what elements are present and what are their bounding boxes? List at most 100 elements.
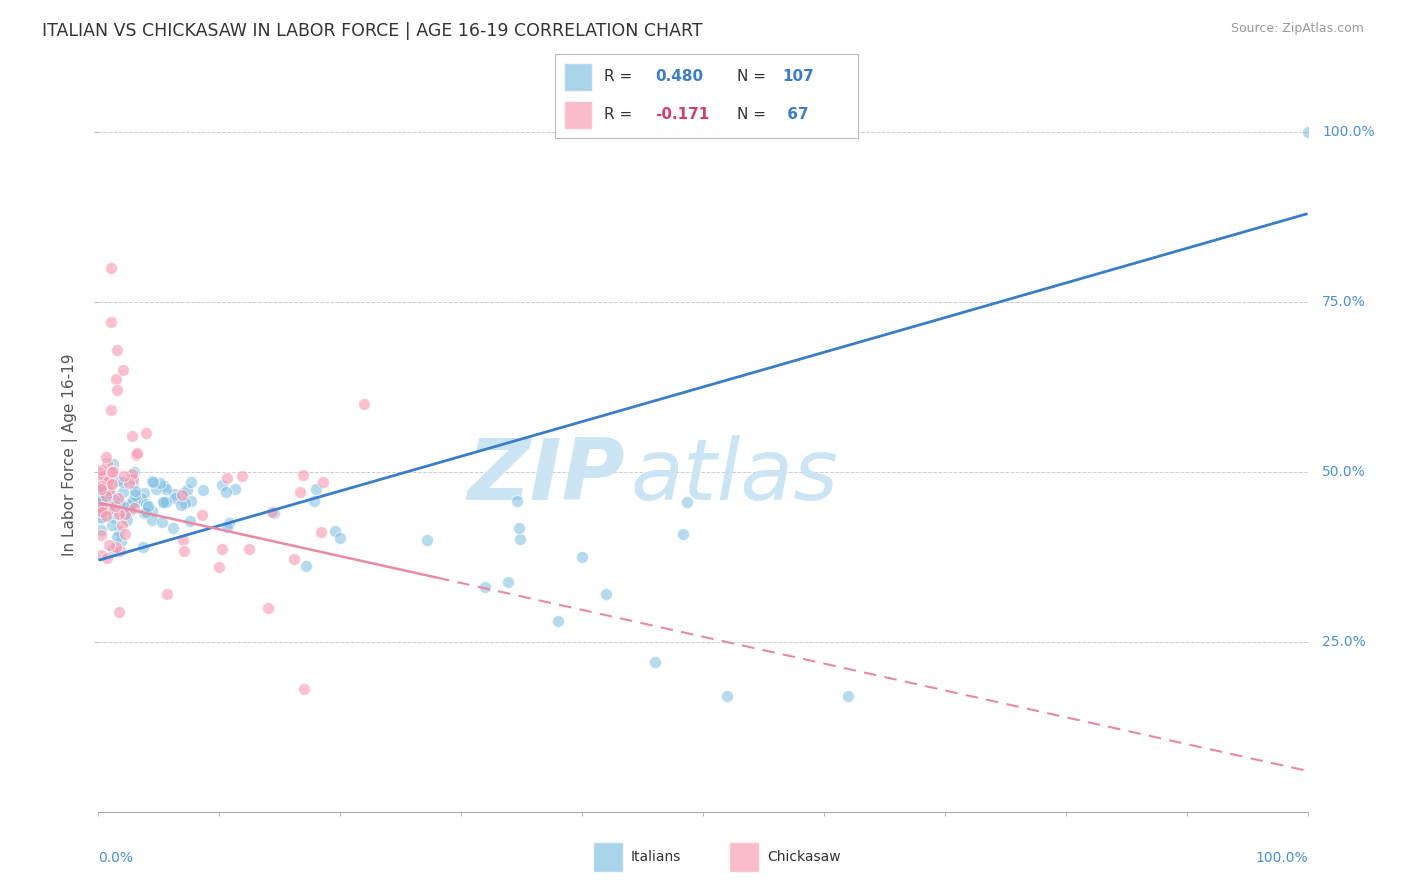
Point xyxy=(329,532,352,546)
Point xyxy=(90,482,112,496)
Point xyxy=(122,465,145,479)
Text: N =: N = xyxy=(737,107,770,121)
Point xyxy=(131,491,153,506)
Point xyxy=(115,513,138,527)
Point xyxy=(90,495,112,509)
Point xyxy=(132,506,155,520)
Point xyxy=(312,475,335,489)
Point xyxy=(94,489,117,503)
Point xyxy=(97,498,120,512)
Text: 50.0%: 50.0% xyxy=(1322,465,1365,479)
Point xyxy=(153,479,176,493)
Point xyxy=(135,505,157,519)
Point xyxy=(91,490,114,504)
Point xyxy=(120,499,142,513)
Point xyxy=(100,260,122,275)
Point xyxy=(96,475,118,490)
Point xyxy=(121,496,143,510)
Point xyxy=(103,542,125,557)
Point xyxy=(104,372,127,386)
Point xyxy=(121,494,143,508)
Point xyxy=(173,544,195,558)
Point xyxy=(132,540,155,554)
Bar xyxy=(564,62,592,91)
Point xyxy=(94,450,117,464)
Point xyxy=(97,501,120,516)
Point xyxy=(118,476,141,491)
Point xyxy=(179,514,201,528)
Point xyxy=(98,488,121,502)
Point xyxy=(172,488,194,502)
Point xyxy=(107,491,129,505)
Text: 100.0%: 100.0% xyxy=(1256,851,1308,865)
Point xyxy=(283,551,305,566)
Point xyxy=(508,521,530,535)
Point xyxy=(124,488,146,502)
Point xyxy=(108,524,131,538)
Point xyxy=(90,468,112,483)
Point xyxy=(176,483,198,497)
Point xyxy=(97,538,120,552)
Point xyxy=(141,513,163,527)
Point xyxy=(193,483,215,497)
Point xyxy=(101,464,124,478)
Point xyxy=(309,525,332,540)
Point xyxy=(288,485,311,500)
Bar xyxy=(564,101,592,129)
Text: R =: R = xyxy=(603,70,637,85)
Point xyxy=(571,549,593,564)
Point xyxy=(91,500,114,514)
Point xyxy=(105,343,128,357)
Point xyxy=(218,516,240,531)
Point xyxy=(263,506,285,520)
Point xyxy=(217,520,239,534)
Point xyxy=(115,508,138,522)
Point xyxy=(105,474,128,488)
Point xyxy=(90,500,112,515)
Text: Source: ZipAtlas.com: Source: ZipAtlas.com xyxy=(1230,22,1364,36)
Point xyxy=(93,486,115,500)
Point xyxy=(103,458,125,472)
Point xyxy=(145,483,167,497)
Point xyxy=(644,655,666,669)
Text: 75.0%: 75.0% xyxy=(1322,295,1365,309)
Point xyxy=(305,482,328,496)
Text: 107: 107 xyxy=(782,70,814,85)
Point xyxy=(124,448,146,462)
Point xyxy=(90,488,112,502)
Point xyxy=(111,518,134,533)
Point xyxy=(595,587,617,601)
Point xyxy=(156,587,179,601)
Point xyxy=(93,493,115,508)
Point xyxy=(122,501,145,516)
Point xyxy=(91,468,114,483)
Point xyxy=(118,503,141,517)
Point xyxy=(153,495,176,509)
Point xyxy=(149,475,172,490)
Point xyxy=(90,502,112,516)
Point xyxy=(101,465,124,479)
Point xyxy=(101,517,124,532)
Point xyxy=(105,530,128,544)
Text: 0.0%: 0.0% xyxy=(98,851,134,865)
Point xyxy=(90,523,112,537)
Point xyxy=(180,475,202,489)
Point xyxy=(180,493,202,508)
Point xyxy=(135,497,157,511)
Point xyxy=(302,494,325,508)
Point xyxy=(124,483,146,498)
Point xyxy=(90,493,112,508)
Point xyxy=(90,504,112,518)
Point xyxy=(90,527,112,541)
Point xyxy=(101,501,124,516)
Point xyxy=(292,682,315,697)
Point xyxy=(108,544,131,558)
Point xyxy=(112,485,135,500)
Point xyxy=(152,495,174,509)
Point xyxy=(91,501,114,516)
Point xyxy=(135,426,157,441)
Point xyxy=(162,521,184,535)
Point xyxy=(97,501,120,516)
Text: atlas: atlas xyxy=(630,434,838,518)
Point xyxy=(101,476,124,491)
